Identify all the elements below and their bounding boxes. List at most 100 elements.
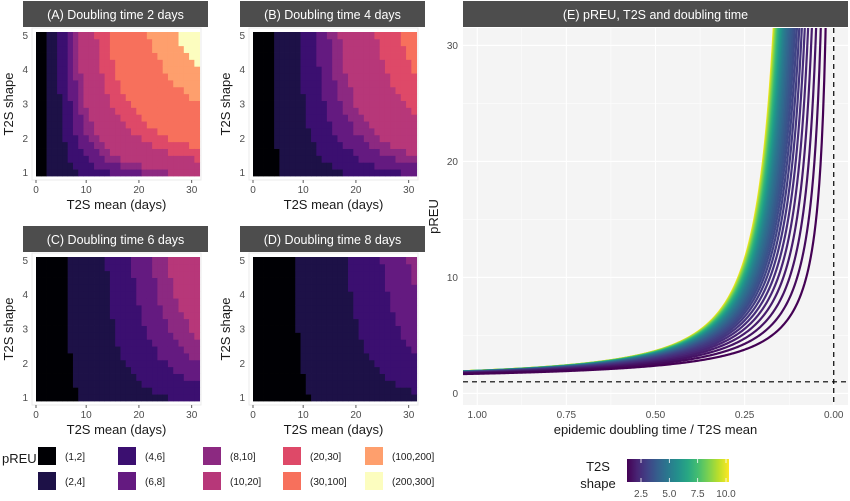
heatmap-cell bbox=[395, 45, 402, 53]
heatmap-cell bbox=[411, 66, 418, 74]
heatmap-cell bbox=[289, 263, 296, 272]
heatmap-cell bbox=[305, 298, 312, 306]
heatmap-cell bbox=[72, 270, 79, 278]
heatmap-cell bbox=[67, 121, 74, 129]
heatmap-cell bbox=[94, 353, 100, 361]
heatmap-cell bbox=[194, 66, 201, 74]
heatmap-cell bbox=[146, 394, 153, 402]
heatmap-cell bbox=[358, 86, 365, 95]
heatmap-cell bbox=[178, 59, 185, 67]
heatmap-cell bbox=[279, 162, 286, 170]
heatmap-cell bbox=[411, 325, 418, 333]
heatmap-cell bbox=[94, 148, 100, 156]
heatmap-cell bbox=[189, 107, 195, 115]
heatmap-cell bbox=[268, 38, 275, 47]
heatmap-cell bbox=[337, 318, 344, 326]
heatmap-cell bbox=[162, 346, 169, 354]
heatmap-cell bbox=[46, 366, 53, 374]
heatmap-cell bbox=[358, 114, 365, 122]
heatmap-cell bbox=[157, 100, 164, 108]
heatmap-cell bbox=[390, 107, 396, 115]
heatmap-cell bbox=[379, 128, 386, 136]
heatmap-cell bbox=[311, 169, 317, 177]
heatmap-cell bbox=[189, 257, 195, 265]
heatmap-cell bbox=[406, 134, 412, 143]
heatmap-cell bbox=[289, 93, 296, 101]
heatmap-cell bbox=[337, 80, 344, 88]
heatmap-cell bbox=[57, 359, 63, 368]
heatmap-cell bbox=[162, 134, 169, 143]
heatmap-cell bbox=[36, 394, 42, 402]
heatmap-cell bbox=[46, 32, 53, 40]
heatmap-cell bbox=[253, 353, 259, 361]
heatmap-cell bbox=[274, 387, 280, 395]
heatmap-cell bbox=[167, 332, 174, 340]
heatmap-cell bbox=[321, 86, 328, 95]
heatmap-cell bbox=[183, 121, 190, 129]
heatmap-cell bbox=[284, 366, 291, 374]
heatmap-cell bbox=[369, 305, 375, 313]
heatmap-cell bbox=[189, 86, 195, 95]
heatmap-cell bbox=[279, 148, 286, 156]
heatmap-cell bbox=[41, 353, 47, 361]
heatmap-cell bbox=[99, 100, 106, 108]
heatmap-cell bbox=[51, 66, 58, 74]
heatmap-cell bbox=[36, 359, 42, 368]
heatmap-cell bbox=[189, 100, 195, 108]
heatmap-cell bbox=[46, 52, 53, 60]
heatmap-cell bbox=[178, 305, 185, 313]
heatmap-cell bbox=[358, 318, 365, 326]
heatmap-cell bbox=[274, 263, 280, 272]
heatmap-cell bbox=[263, 32, 270, 40]
heatmap-cell bbox=[348, 80, 354, 88]
heatmap-cell bbox=[162, 318, 169, 326]
heatmap-cell bbox=[109, 73, 116, 81]
heatmap-cell bbox=[57, 114, 63, 122]
heatmap-cell bbox=[326, 73, 333, 81]
heatmap-cell bbox=[162, 366, 169, 374]
heatmap-cell bbox=[348, 52, 354, 60]
heatmap-cell bbox=[353, 257, 359, 265]
heatmap-cell bbox=[253, 387, 259, 395]
heatmap-cell bbox=[183, 134, 190, 143]
heatmap-cell bbox=[157, 291, 164, 299]
heatmap-cell bbox=[395, 107, 402, 115]
heatmap-cell bbox=[104, 298, 111, 306]
heatmap-cell bbox=[358, 155, 365, 163]
heatmap-cell bbox=[125, 93, 132, 101]
heatmap-cell bbox=[189, 128, 195, 136]
heatmap-cell bbox=[57, 325, 63, 333]
heatmap-cell bbox=[104, 148, 111, 156]
heatmap-cell bbox=[120, 387, 127, 395]
heatmap-cell bbox=[120, 366, 127, 374]
heatmap-cell bbox=[109, 128, 116, 136]
heatmap-cell bbox=[152, 121, 158, 129]
heatmap-cell bbox=[390, 141, 396, 149]
legend-label: (100,200] bbox=[392, 452, 434, 463]
heatmap-cell bbox=[274, 141, 280, 149]
heatmap-cell bbox=[321, 66, 328, 74]
heatmap-cell bbox=[115, 93, 121, 101]
heatmap-cell bbox=[51, 305, 58, 313]
heatmap-cell bbox=[146, 93, 153, 101]
colorbar-title: shape bbox=[580, 476, 615, 491]
heatmap-cell bbox=[279, 270, 286, 278]
heatmap-cell bbox=[78, 339, 84, 347]
heatmap-cell bbox=[300, 387, 307, 395]
heatmap-cell bbox=[316, 107, 323, 115]
heatmap-cell bbox=[411, 38, 418, 47]
heatmap-cell bbox=[263, 291, 270, 299]
heatmap-cell bbox=[194, 169, 201, 177]
heatmap-cell bbox=[379, 366, 386, 374]
heatmap-cell bbox=[348, 134, 354, 143]
heatmap-cell bbox=[305, 325, 312, 333]
heatmap-cell bbox=[384, 366, 391, 374]
heatmap-cell bbox=[279, 134, 286, 143]
heatmap-cell bbox=[109, 121, 116, 129]
heatmap-cell bbox=[289, 277, 296, 285]
heatmap-cell bbox=[326, 134, 333, 143]
heatmap-cell bbox=[173, 128, 179, 136]
heatmap-cell bbox=[379, 318, 386, 326]
heatmap-cell bbox=[316, 32, 323, 40]
heatmap-cell bbox=[300, 359, 307, 368]
